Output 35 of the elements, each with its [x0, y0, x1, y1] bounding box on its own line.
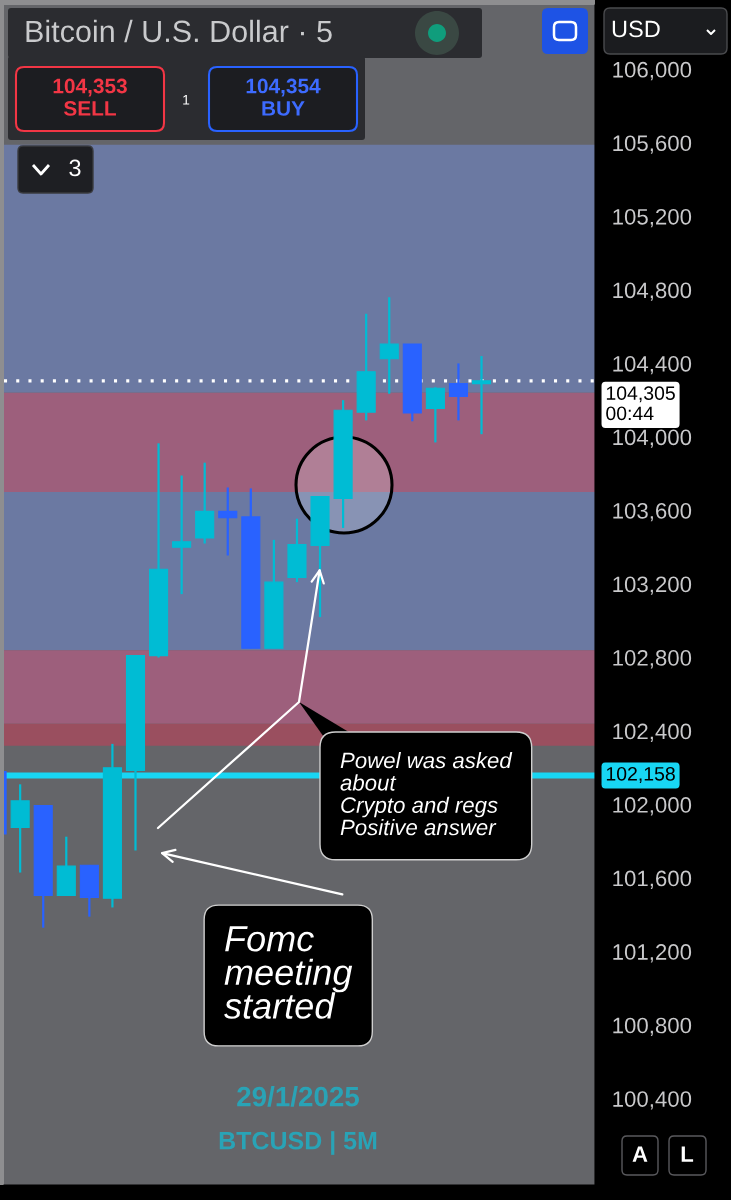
- y-tick-label: 104,000: [613, 429, 692, 448]
- annotation: 1: [183, 95, 190, 105]
- y-tick-label: 103,200: [613, 576, 692, 595]
- text: A: [632, 1146, 648, 1162]
- candlestick: [379, 296, 399, 395]
- y-tick-label: 104,800: [613, 282, 692, 301]
- y-tick-label: 105,600: [613, 135, 692, 154]
- candlestick: [448, 362, 468, 422]
- candlestick: [218, 486, 238, 557]
- candlestick: [471, 354, 492, 436]
- y-tick-label: 100,800: [613, 1017, 692, 1036]
- y-tick-label: 102,800: [613, 650, 692, 669]
- y-tick-label: 103,600: [613, 502, 692, 522]
- y-tick-label: 102,400: [613, 723, 692, 742]
- y-tick-label: 104,400: [613, 355, 692, 375]
- y-tick-label: 106,000: [613, 61, 692, 81]
- ref-line-label: 104,305 00:44: [606, 386, 675, 421]
- text: USD: [612, 20, 660, 38]
- annotation: Powel was asked about Crypto and regs Positive answer: [340, 752, 513, 836]
- y-tick-label: 100,400: [613, 1091, 692, 1110]
- annotation: 104,353 SELL: [53, 78, 127, 116]
- y-tick-label: 101,200: [613, 944, 692, 963]
- annotation: 104,354 BUY: [246, 78, 321, 116]
- annotation: 3: [69, 159, 81, 177]
- candlestick: [172, 474, 192, 596]
- candlestick: [425, 386, 445, 444]
- y-tick-label: 102,000: [613, 797, 692, 816]
- annotation: Fomc meeting started: [224, 926, 353, 1019]
- annotation: 29/1/2025: [237, 1086, 360, 1107]
- y-tick-label: 101,600: [613, 870, 692, 889]
- annotation: BTCUSD | 5M: [219, 1131, 377, 1155]
- chart-title: Bitcoin / U.S. Dollar · 5: [26, 19, 332, 43]
- y-tick-label: 105,200: [613, 208, 692, 228]
- ref-line-label: 102,158: [606, 766, 675, 784]
- text: L: [681, 1146, 694, 1162]
